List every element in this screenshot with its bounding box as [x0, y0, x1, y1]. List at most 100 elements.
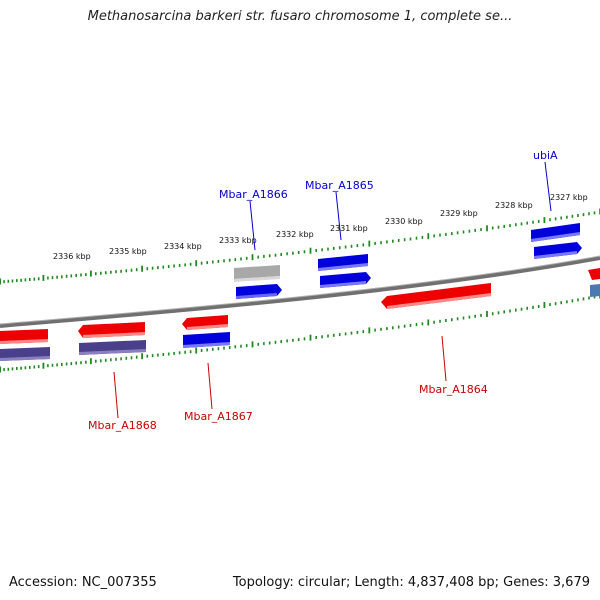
gene-block[interactable]: [234, 265, 280, 279]
minor-tick: [95, 272, 97, 276]
minor-tick: [497, 311, 500, 315]
minor-tick: [566, 300, 568, 304]
minor-tick: [315, 336, 317, 339]
minor-tick: [146, 267, 149, 271]
minor-tick: [268, 341, 271, 345]
minor-tick: [537, 305, 540, 308]
minor-tick: [526, 221, 528, 225]
map-title: Methanosarcina barkeri str. fusaro chrom…: [87, 9, 513, 24]
minor-tick: [29, 278, 31, 281]
gene-label[interactable]: ubiA: [533, 149, 558, 162]
minor-tick: [380, 327, 382, 331]
minor-tick: [206, 348, 208, 352]
minor-tick: [115, 270, 117, 274]
major-tick: [427, 233, 430, 240]
major-tick: [309, 334, 312, 341]
minor-tick: [421, 322, 424, 326]
minor-tick: [433, 234, 435, 238]
minor-tick: [85, 273, 87, 277]
label-leader-line: [207, 362, 213, 410]
minor-tick: [321, 248, 323, 252]
minor-tick: [571, 299, 574, 303]
major-tick: [486, 311, 488, 317]
minor-tick: [184, 350, 186, 354]
minor-tick: [245, 256, 248, 260]
gene-label[interactable]: Mbar_A1867: [184, 410, 253, 423]
minor-tick: [223, 346, 225, 350]
minor-tick: [588, 296, 590, 300]
minor-tick: [333, 246, 335, 250]
scale-label: 2336 kbp: [53, 252, 91, 261]
gene-label[interactable]: Mbar_A1865: [305, 179, 374, 192]
scale-label: 2335 kbp: [109, 247, 147, 256]
minor-tick: [167, 352, 170, 356]
minor-tick: [184, 263, 186, 267]
minor-tick: [356, 244, 359, 248]
minor-tick: [217, 347, 220, 351]
minor-tick: [560, 301, 562, 305]
minor-tick: [327, 334, 329, 338]
minor-tick: [280, 340, 282, 344]
major-tick: [486, 225, 488, 232]
gene-label[interactable]: Mbar_A1866: [219, 188, 288, 201]
minor-tick: [380, 241, 382, 245]
minor-tick: [362, 330, 365, 334]
label-leader-line: [113, 371, 119, 419]
major-tick: [543, 302, 546, 308]
minor-tick: [33, 277, 36, 281]
major-tick: [0, 278, 1, 285]
minor-tick: [392, 326, 394, 330]
scale-label: 2329 kbp: [440, 209, 478, 218]
gene-arrow[interactable]: [381, 283, 491, 309]
minor-tick: [333, 333, 335, 337]
minor-tick: [397, 325, 400, 329]
topology-label: Topology: circular; Length: 4,837,408 bp…: [232, 575, 590, 590]
minor-tick: [451, 318, 453, 322]
gene-labels: Mbar_A1866 Mbar_A1865 ubiA Mbar_A1868 Mb…: [88, 149, 558, 432]
minor-tick: [130, 268, 133, 272]
minor-tick: [125, 356, 128, 360]
minor-tick: [65, 274, 68, 278]
minor-tick: [566, 215, 568, 219]
minor-tick: [189, 262, 192, 266]
minor-tick: [582, 297, 585, 301]
minor-tick: [338, 246, 341, 250]
minor-tick: [421, 235, 424, 239]
minor-tick: [297, 251, 300, 254]
scale-label: 2332 kbp: [276, 230, 314, 239]
minor-tick: [135, 355, 138, 359]
minor-tick: [70, 274, 73, 278]
gene-block[interactable]: [590, 284, 600, 297]
minor-tick: [274, 340, 277, 344]
minor-tick: [403, 324, 406, 328]
minor-tick: [16, 367, 18, 370]
gene-label[interactable]: Mbar_A1868: [88, 419, 157, 432]
minor-tick: [520, 307, 523, 311]
minor-tick: [61, 275, 63, 279]
minor-tick: [11, 367, 14, 371]
minor-tick: [392, 239, 394, 243]
gene-label[interactable]: Mbar_A1864: [419, 383, 488, 396]
minor-tick: [173, 351, 175, 355]
minor-tick: [480, 313, 482, 317]
minor-tick: [374, 241, 376, 245]
inner-scale-ring: [0, 292, 600, 373]
minor-tick: [61, 363, 63, 366]
minor-tick: [162, 265, 165, 269]
minor-tick: [415, 323, 418, 327]
minor-tick: [292, 338, 294, 342]
gene-arrow[interactable]: [588, 268, 600, 280]
label-leader-line: [441, 335, 447, 382]
minor-tick: [350, 331, 353, 335]
minor-tick: [292, 251, 294, 255]
major-tick: [195, 347, 198, 354]
minor-tick: [560, 216, 562, 220]
minor-tick: [274, 253, 277, 257]
outer-scale-ring: [0, 208, 600, 285]
minor-tick: [206, 261, 208, 265]
major-tick: [195, 260, 198, 267]
minor-tick: [80, 361, 82, 365]
minor-tick: [462, 316, 465, 320]
minor-tick: [223, 259, 225, 263]
major-tick: [368, 327, 371, 334]
